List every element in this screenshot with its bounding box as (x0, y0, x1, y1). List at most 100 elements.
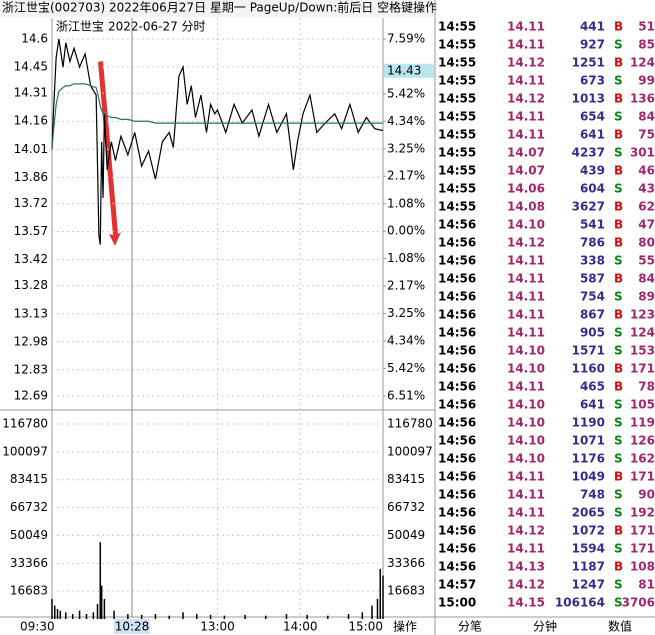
trade-volume: 439 (580, 164, 605, 178)
trade-count: 108 (630, 560, 655, 574)
trade-time: 14:57 (438, 578, 476, 592)
trade-count: 55 (638, 254, 655, 268)
trade-count: 89 (638, 290, 655, 304)
trade-count: 75 (638, 128, 655, 142)
trade-time: 14:56 (438, 398, 476, 412)
trade-volume: 4237 (572, 146, 605, 160)
volume-tick-label-right: 100097 (387, 444, 433, 458)
y2-tick-label: 5.42% (387, 361, 425, 375)
x-tick-label: 15:00 (348, 620, 383, 634)
trade-volume: 541 (580, 218, 605, 232)
volume-tick-label-right: 50049 (387, 528, 425, 542)
trade-count: 62 (638, 200, 655, 214)
trade-volume: 1190 (572, 416, 605, 430)
trade-side: S (614, 344, 623, 358)
volume-tick-label-right: 116780 (387, 417, 433, 431)
trade-time: 14:56 (438, 344, 476, 358)
y-tick-label: 14.6 (21, 32, 48, 46)
trade-side: B (614, 560, 623, 574)
trade-volume: 927 (580, 38, 605, 52)
trade-count: 192 (630, 506, 655, 520)
trade-time: 14:56 (438, 470, 476, 484)
trade-volume: 1247 (572, 578, 605, 592)
trade-price: 14.11 (507, 470, 545, 484)
header-title: 浙江世宝(002703) 2022年06月27日 星期一 PageUp/Down… (2, 0, 437, 15)
volume-tick-label: 50049 (10, 528, 48, 542)
trade-count: 162 (630, 452, 655, 466)
trade-price: 14.11 (507, 326, 545, 340)
trade-time: 14:56 (438, 560, 476, 574)
trade-time: 14:55 (438, 92, 476, 106)
trade-count: 124 (630, 326, 655, 340)
trade-price: 14.11 (507, 110, 545, 124)
x-tick-label: 09:30 (20, 620, 55, 634)
y-tick-label: 13.13 (14, 306, 48, 320)
trade-volume: 905 (580, 326, 605, 340)
y2-tick-label: 0.00% (387, 224, 425, 238)
trade-count: 153 (630, 344, 655, 358)
y-tick-label: 12.69 (14, 389, 48, 403)
volume-tick-label: 100097 (2, 444, 48, 458)
trade-volume: 748 (580, 488, 605, 502)
trade-volume: 1160 (572, 362, 605, 376)
trade-side: B (614, 218, 623, 232)
trade-time: 14:56 (438, 380, 476, 394)
footer-tab[interactable]: 分钟 (533, 619, 557, 634)
y-tick-label: 12.83 (14, 362, 48, 376)
trade-volume: 604 (580, 182, 605, 196)
trade-time: 14:56 (438, 524, 476, 538)
trade-count: 105 (630, 398, 655, 412)
trade-volume: 1251 (572, 56, 605, 70)
trade-price: 14.11 (507, 488, 545, 502)
trade-count: 171 (630, 470, 655, 484)
trade-volume: 465 (580, 380, 605, 394)
trade-price: 14.15 (507, 596, 545, 610)
trade-volume: 1071 (572, 434, 605, 448)
trade-side: S (614, 506, 623, 520)
y2-tick-label: 7.59% (387, 32, 425, 46)
trade-price: 14.11 (507, 272, 545, 286)
trade-time: 14:56 (438, 290, 476, 304)
trade-count: 85 (638, 38, 655, 52)
trade-count: 99 (638, 74, 655, 88)
chart-title: 浙江世宝 (56, 20, 104, 34)
footer-tab[interactable]: 数值 (608, 619, 632, 634)
trade-price: 14.10 (507, 434, 545, 448)
trade-time: 14:55 (438, 56, 476, 70)
trade-side: B (614, 164, 623, 178)
cursor-price: 14.43 (387, 63, 421, 77)
trade-side: S (614, 182, 623, 196)
trade-volume: 1049 (572, 470, 605, 484)
trade-price: 14.11 (507, 542, 545, 556)
y2-tick-label: 1.08% (387, 196, 425, 210)
volume-tick-label: 83415 (10, 472, 48, 486)
trade-volume: 786 (580, 236, 605, 250)
y2-tick-label: 4.34% (387, 334, 425, 348)
trade-time: 14:56 (438, 452, 476, 466)
trade-price: 14.12 (507, 56, 545, 70)
trade-time: 14:56 (438, 506, 476, 520)
trade-side: S (614, 596, 623, 610)
x-tick-label: 13:00 (200, 620, 235, 634)
y2-tick-label: 1.08% (387, 251, 425, 265)
trade-time: 14:55 (438, 164, 476, 178)
trade-time: 14:55 (438, 182, 476, 196)
trade-side: B (614, 92, 623, 106)
y-tick-label: 13.57 (14, 224, 48, 238)
trade-count: 47 (638, 218, 655, 232)
header-bar (0, 0, 435, 17)
trade-price: 14.06 (507, 182, 545, 196)
trade-volume: 441 (580, 20, 605, 34)
footer-tab-ops[interactable]: 操作 (393, 619, 417, 634)
footer-tab[interactable]: 分笔 (458, 619, 482, 634)
trade-side: S (614, 542, 623, 556)
trade-volume: 338 (580, 254, 605, 268)
trade-side: B (614, 20, 623, 34)
trade-time: 15:00 (438, 596, 476, 610)
trade-price: 14.11 (507, 290, 545, 304)
trade-count: 84 (638, 110, 655, 124)
trade-side: S (614, 74, 623, 88)
y-tick-label: 14.31 (14, 86, 48, 100)
trade-price: 14.11 (507, 380, 545, 394)
